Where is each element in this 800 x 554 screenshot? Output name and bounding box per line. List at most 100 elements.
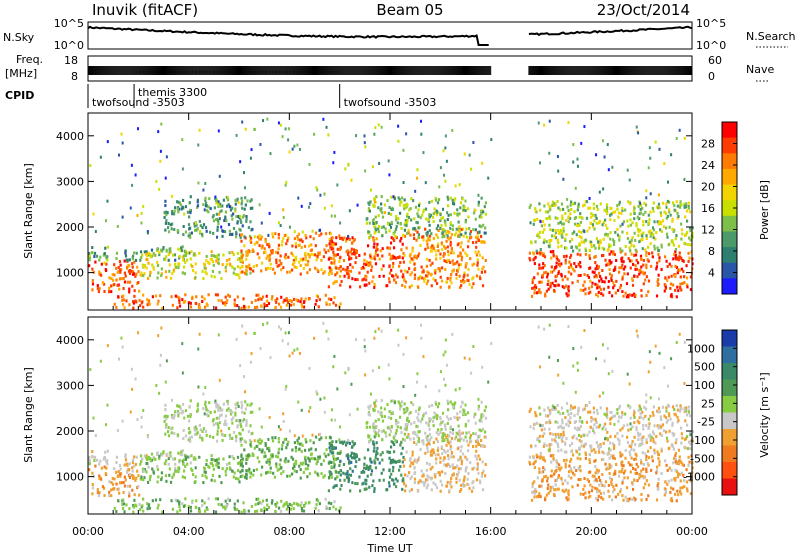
power-cell <box>428 200 431 204</box>
velocity-cell <box>375 441 378 445</box>
velocity-cell <box>456 447 459 451</box>
power-cell <box>293 261 296 265</box>
power-cell <box>299 272 302 276</box>
power-cell <box>339 274 342 278</box>
power-cell <box>309 235 312 239</box>
velocity-cell <box>344 443 348 447</box>
velocity-cell <box>552 453 555 457</box>
power-cell <box>561 235 564 239</box>
velocity-cell <box>392 436 396 440</box>
power-cell <box>365 283 368 287</box>
power-cell <box>320 258 323 262</box>
velocity-cell <box>91 492 94 496</box>
velocity-cell <box>245 454 248 458</box>
power-cell <box>156 247 159 251</box>
colorbar-tick-label: 16 <box>701 202 715 215</box>
power-cell <box>113 273 116 277</box>
power-cell <box>685 264 688 268</box>
velocity-cell <box>267 505 271 509</box>
power-cell <box>459 263 463 267</box>
velocity-cell <box>480 415 483 419</box>
velocity-cell <box>285 446 288 450</box>
freq-tick-high: 18 <box>64 54 78 67</box>
velocity-cell <box>104 472 107 476</box>
velocity-cell <box>272 471 275 475</box>
velocity-cell <box>358 489 362 493</box>
power-cell <box>228 233 232 237</box>
power-cell <box>447 197 450 201</box>
power-cell <box>651 251 654 255</box>
velocity-cell <box>332 454 335 458</box>
power-cell <box>608 259 611 263</box>
velocity-cell <box>363 456 366 460</box>
power-cell <box>198 219 201 223</box>
power-cell <box>570 237 574 241</box>
velocity-cell <box>108 480 111 484</box>
velocity-cell <box>374 432 378 436</box>
velocity-cell <box>225 463 229 467</box>
velocity-cell <box>178 405 181 409</box>
power-cell <box>182 225 185 229</box>
velocity-cell <box>449 430 452 434</box>
power-cell <box>133 294 136 298</box>
power-cell <box>552 288 556 292</box>
power-cell <box>576 279 579 283</box>
velocity-cell <box>287 459 290 463</box>
power-cell <box>553 201 556 205</box>
power-cell <box>651 206 654 210</box>
power-cell <box>398 198 401 202</box>
velocity-cell <box>240 462 243 466</box>
velocity-cell <box>134 478 137 482</box>
power-cell <box>664 276 667 280</box>
power-cell <box>181 255 184 259</box>
velocity-cell <box>459 489 462 493</box>
power-cell <box>629 249 632 253</box>
power-cell <box>665 232 668 236</box>
velocity-cell <box>426 436 429 440</box>
power-cell <box>300 238 303 242</box>
power-cell <box>383 211 386 215</box>
power-cell <box>282 208 285 212</box>
power-cell <box>240 258 243 262</box>
velocity-cell <box>332 451 335 455</box>
power-cell <box>645 254 648 258</box>
power-cell <box>183 265 186 269</box>
power-cell <box>220 299 223 303</box>
power-cell <box>374 252 377 256</box>
velocity-cell <box>198 455 201 459</box>
power-cell <box>636 227 640 231</box>
power-cell <box>314 266 317 270</box>
power-cell <box>176 200 179 204</box>
power-cell <box>413 217 416 221</box>
power-cell <box>674 256 677 260</box>
velocity-cell <box>460 459 464 463</box>
power-cell <box>245 257 248 261</box>
velocity-cell <box>403 411 406 415</box>
velocity-cell <box>330 472 333 476</box>
velocity-cell <box>543 459 547 463</box>
power-cell <box>546 217 549 221</box>
velocity-cell <box>440 427 443 431</box>
power-cell <box>554 228 557 232</box>
velocity-cell <box>121 502 124 506</box>
power-cell <box>580 240 583 244</box>
power-cell <box>172 268 176 272</box>
power-cell <box>572 143 575 147</box>
velocity-cell <box>449 440 452 444</box>
power-cell <box>170 209 174 213</box>
velocity-cell <box>425 468 428 472</box>
velocity-cell <box>188 412 192 416</box>
power-cell <box>251 206 254 210</box>
power-cell <box>337 267 340 271</box>
velocity-cell <box>369 457 372 461</box>
power-cell <box>668 225 671 229</box>
velocity-cell <box>610 480 613 484</box>
power-cell <box>535 251 539 255</box>
power-cell <box>464 265 467 269</box>
power-cell <box>409 273 412 277</box>
power-cell <box>393 255 396 259</box>
power-cell <box>456 269 459 273</box>
power-cell <box>260 297 263 301</box>
velocity-cell <box>483 474 487 478</box>
power-cell <box>557 221 560 225</box>
